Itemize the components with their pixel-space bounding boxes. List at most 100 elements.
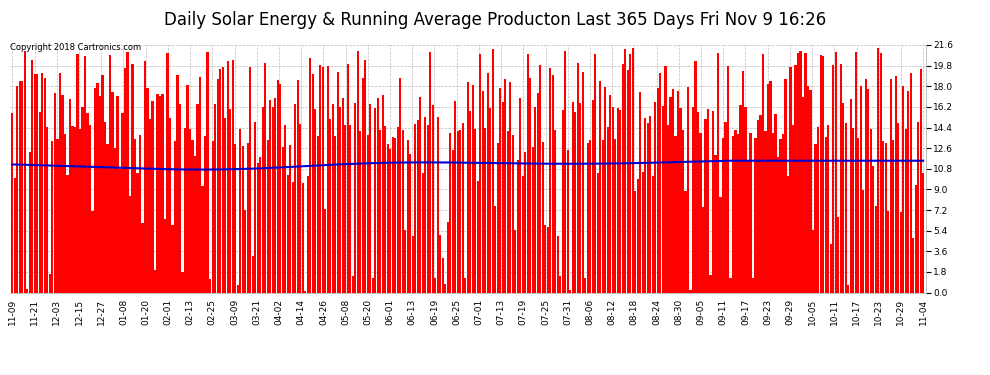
Bar [507, 131, 509, 292]
Bar [827, 125, 830, 292]
Bar [535, 107, 537, 292]
Bar [266, 140, 268, 292]
Bar [71, 126, 73, 292]
Bar [849, 99, 851, 292]
Bar [630, 54, 632, 292]
Bar [166, 53, 168, 292]
Bar [47, 127, 49, 292]
Bar [84, 56, 86, 292]
Bar [276, 80, 278, 292]
Bar [797, 53, 799, 292]
Bar [504, 80, 506, 292]
Bar [879, 53, 882, 292]
Bar [387, 144, 389, 292]
Bar [371, 278, 374, 292]
Bar [374, 108, 376, 292]
Bar [502, 102, 504, 292]
Bar [707, 109, 709, 292]
Bar [509, 82, 512, 292]
Bar [617, 108, 619, 292]
Bar [74, 128, 76, 292]
Bar [514, 230, 517, 292]
Bar [607, 127, 609, 292]
Bar [227, 62, 229, 292]
Bar [451, 150, 453, 292]
Bar [286, 175, 289, 292]
Bar [579, 103, 581, 292]
Bar [854, 52, 856, 292]
Bar [81, 107, 83, 292]
Bar [340, 107, 342, 292]
Bar [44, 78, 46, 292]
Bar [242, 146, 244, 292]
Bar [279, 84, 281, 292]
Bar [822, 56, 824, 292]
Bar [499, 87, 501, 292]
Bar [399, 78, 401, 292]
Bar [474, 129, 476, 292]
Bar [740, 105, 742, 292]
Bar [832, 65, 835, 292]
Bar [897, 123, 899, 292]
Bar [271, 107, 273, 292]
Bar [667, 126, 669, 292]
Bar [805, 53, 807, 292]
Bar [542, 142, 544, 292]
Bar [767, 84, 769, 292]
Bar [79, 129, 81, 292]
Bar [684, 191, 686, 292]
Bar [887, 211, 889, 292]
Bar [497, 142, 499, 292]
Bar [264, 63, 266, 292]
Bar [830, 244, 832, 292]
Bar [725, 122, 727, 292]
Bar [207, 52, 209, 292]
Bar [186, 85, 189, 292]
Bar [445, 284, 446, 292]
Bar [459, 130, 461, 292]
Bar [202, 186, 204, 292]
Bar [404, 230, 406, 292]
Bar [199, 77, 201, 292]
Bar [477, 180, 479, 292]
Bar [132, 64, 134, 292]
Bar [319, 65, 321, 292]
Bar [644, 118, 646, 292]
Bar [890, 80, 892, 292]
Bar [635, 191, 637, 292]
Bar [122, 113, 124, 292]
Bar [774, 114, 776, 292]
Bar [604, 87, 607, 292]
Bar [154, 270, 156, 292]
Bar [744, 107, 746, 292]
Bar [917, 122, 919, 292]
Bar [517, 160, 519, 292]
Bar [156, 94, 158, 292]
Bar [224, 118, 226, 292]
Bar [139, 135, 141, 292]
Bar [379, 130, 381, 292]
Text: Daily Solar Energy & Running Average Producton Last 365 Days Fri Nov 9 16:26: Daily Solar Energy & Running Average Pro… [164, 11, 826, 29]
Bar [435, 278, 437, 292]
Bar [710, 275, 712, 292]
Bar [214, 104, 216, 292]
Bar [299, 124, 301, 292]
Bar [191, 140, 194, 292]
Bar [430, 53, 432, 292]
Bar [466, 82, 469, 292]
Bar [556, 236, 559, 292]
Bar [424, 117, 427, 292]
Bar [544, 225, 546, 292]
Bar [176, 75, 178, 292]
Bar [307, 176, 309, 292]
Bar [825, 137, 827, 292]
Bar [381, 95, 384, 292]
Bar [101, 75, 104, 292]
Bar [94, 88, 96, 292]
Bar [615, 139, 617, 292]
Bar [196, 104, 199, 292]
Bar [332, 104, 334, 292]
Bar [164, 219, 166, 292]
Bar [699, 133, 702, 292]
Bar [422, 173, 424, 292]
